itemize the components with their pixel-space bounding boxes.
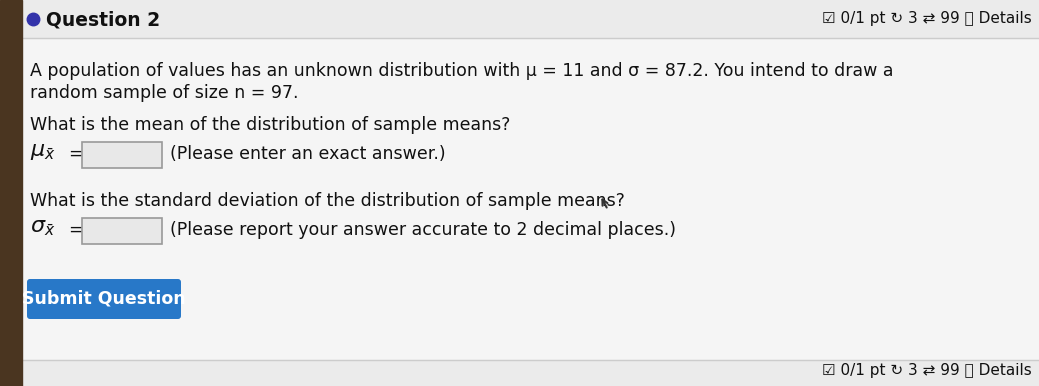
Text: $\mu_{\bar{x}}$: $\mu_{\bar{x}}$ (30, 142, 56, 162)
Bar (0, 0, 22, 386)
Text: What is the standard deviation of the distribution of sample means?: What is the standard deviation of the di… (30, 192, 624, 210)
Bar (82, 218, 162, 244)
Text: ☑ 0/1 pt ↻ 3 ⇄ 99 ⓘ Details: ☑ 0/1 pt ↻ 3 ⇄ 99 ⓘ Details (822, 12, 1032, 27)
Text: What is the mean of the distribution of sample means?: What is the mean of the distribution of … (30, 116, 510, 134)
Bar (82, 142, 162, 168)
Text: ☑ 0/1 pt ↻ 3 ⇄ 99 ⓘ Details: ☑ 0/1 pt ↻ 3 ⇄ 99 ⓘ Details (822, 362, 1032, 378)
Text: Submit Question: Submit Question (22, 290, 186, 308)
Text: $\sigma_{\bar{x}}$: $\sigma_{\bar{x}}$ (30, 218, 55, 238)
Text: (Please report your answer accurate to 2 decimal places.): (Please report your answer accurate to 2… (170, 221, 676, 239)
Text: =: = (68, 145, 83, 163)
Text: random sample of size n = 97.: random sample of size n = 97. (30, 84, 298, 102)
Text: A population of values has an unknown distribution with μ = 11 and σ = 87.2. You: A population of values has an unknown di… (30, 62, 894, 80)
Bar (22, 0, 1039, 38)
Bar (22, 360, 1039, 386)
FancyBboxPatch shape (27, 279, 181, 319)
Text: Question 2: Question 2 (46, 10, 160, 29)
Text: (Please enter an exact answer.): (Please enter an exact answer.) (170, 145, 446, 163)
Text: =: = (68, 221, 83, 239)
